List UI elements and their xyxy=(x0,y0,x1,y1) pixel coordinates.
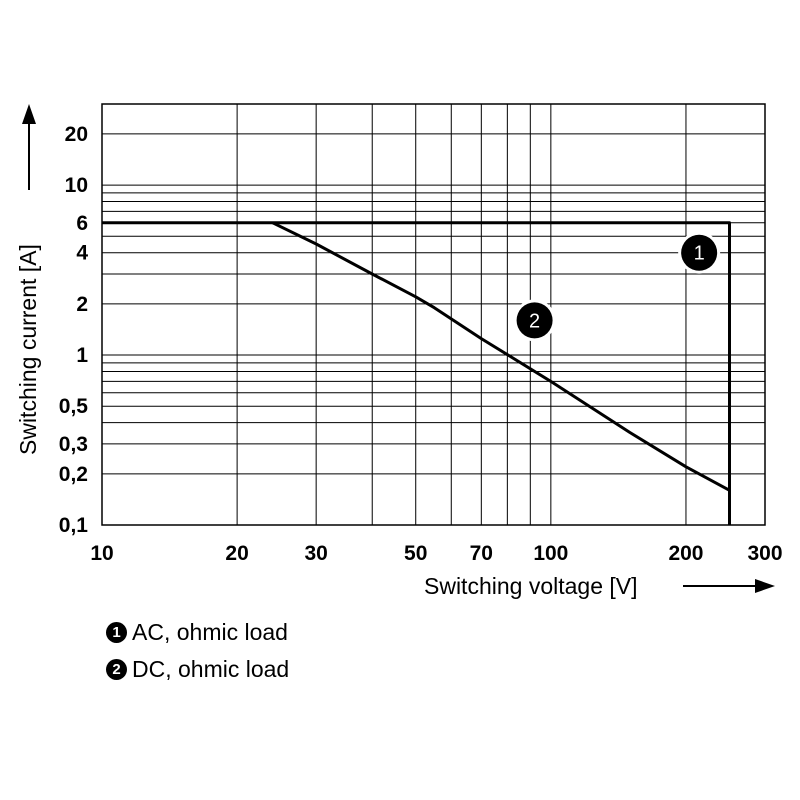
legend-marker-1: 1 xyxy=(106,622,127,643)
legend-label-dc: DC, ohmic load xyxy=(132,656,290,682)
x-tick-label: 300 xyxy=(747,542,782,565)
series-markers: 12 xyxy=(513,231,721,342)
y-tick-label: 20 xyxy=(65,123,88,146)
plot-frame xyxy=(101,103,766,526)
y-tick-label: 6 xyxy=(76,212,88,235)
y-tick-label: 0,2 xyxy=(59,463,88,486)
y-axis-arrowhead xyxy=(22,104,36,124)
y-tick-label: 1 xyxy=(76,344,88,367)
grid xyxy=(101,103,766,526)
x-tick-label: 200 xyxy=(668,542,703,565)
legend-item-dc: 2 DC, ohmic load xyxy=(106,656,289,683)
y-tick-label: 4 xyxy=(76,242,88,265)
series-marker-label: 1 xyxy=(694,243,705,265)
legend-marker-2: 2 xyxy=(106,659,127,680)
x-axis-label: Switching voltage [V] xyxy=(424,573,638,599)
series-line-2 xyxy=(272,221,731,492)
y-tick-label: 0,5 xyxy=(59,395,89,418)
series-marker-circle xyxy=(516,302,553,339)
legend-item-ac: 1 AC, ohmic load xyxy=(106,619,288,646)
x-tick-label: 10 xyxy=(90,542,113,565)
series-marker-circle xyxy=(681,234,718,271)
legend-label-ac: AC, ohmic load xyxy=(132,619,288,645)
series-layer xyxy=(102,221,731,525)
y-tick-label: 0,3 xyxy=(59,433,88,456)
x-tick-label: 70 xyxy=(470,542,493,565)
y-axis-label: Switching current [A] xyxy=(15,244,41,455)
x-tick-label: 50 xyxy=(404,542,427,565)
series-line-1 xyxy=(102,221,731,525)
x-axis-arrowhead xyxy=(755,579,775,593)
y-tick-label: 10 xyxy=(65,174,88,197)
y-tick-label: 2 xyxy=(76,293,88,316)
x-tick-label: 100 xyxy=(533,542,568,565)
series-marker-label: 2 xyxy=(529,310,540,332)
x-tick-label: 20 xyxy=(225,542,248,565)
y-tick-label: 0,1 xyxy=(59,514,89,537)
x-tick-label: 30 xyxy=(304,542,327,565)
